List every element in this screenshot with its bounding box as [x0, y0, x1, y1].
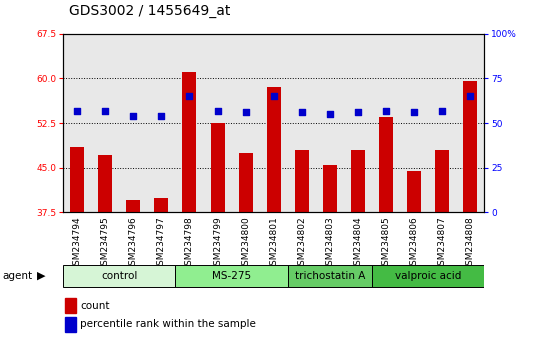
- Bar: [175, 265, 288, 287]
- Point: [438, 108, 447, 113]
- Bar: [288, 265, 372, 287]
- Text: GSM234801: GSM234801: [269, 217, 278, 271]
- Bar: [267, 87, 280, 212]
- Text: valproic acid: valproic acid: [395, 270, 461, 281]
- Bar: [211, 123, 224, 212]
- Bar: [63, 265, 175, 287]
- Bar: [65, 317, 76, 332]
- Bar: [126, 200, 140, 212]
- Bar: [407, 171, 421, 212]
- Text: MS-275: MS-275: [212, 270, 251, 281]
- Bar: [295, 150, 309, 212]
- Bar: [183, 72, 196, 212]
- Text: GSM234803: GSM234803: [325, 217, 334, 271]
- Text: GSM234807: GSM234807: [437, 217, 447, 271]
- Text: GDS3002 / 1455649_at: GDS3002 / 1455649_at: [69, 4, 230, 18]
- Point: [297, 109, 306, 115]
- Text: GSM234800: GSM234800: [241, 217, 250, 271]
- Point: [73, 108, 82, 113]
- Bar: [372, 265, 484, 287]
- Text: GSM234797: GSM234797: [157, 217, 166, 271]
- Point: [129, 113, 138, 119]
- Text: percentile rank within the sample: percentile rank within the sample: [80, 319, 256, 330]
- Point: [353, 109, 362, 115]
- Text: GSM234799: GSM234799: [213, 217, 222, 271]
- Bar: [239, 153, 252, 212]
- Text: GSM234796: GSM234796: [129, 217, 138, 271]
- Bar: [70, 147, 84, 212]
- Point: [241, 109, 250, 115]
- Bar: [98, 155, 112, 212]
- Text: GSM234808: GSM234808: [465, 217, 475, 271]
- Point: [409, 109, 418, 115]
- Text: GSM234806: GSM234806: [409, 217, 419, 271]
- Point: [270, 93, 278, 99]
- Point: [101, 108, 110, 113]
- Text: GSM234804: GSM234804: [353, 217, 362, 271]
- Point: [185, 93, 194, 99]
- Bar: [463, 81, 477, 212]
- Text: GSM234805: GSM234805: [381, 217, 390, 271]
- Point: [326, 111, 334, 117]
- Bar: [323, 165, 337, 212]
- Bar: [351, 150, 365, 212]
- Point: [157, 113, 166, 119]
- Text: GSM234798: GSM234798: [185, 217, 194, 271]
- Text: GSM234795: GSM234795: [101, 217, 110, 271]
- Text: ▶: ▶: [37, 271, 46, 281]
- Text: GSM234802: GSM234802: [297, 217, 306, 271]
- Bar: [435, 150, 449, 212]
- Bar: [65, 298, 76, 313]
- Bar: [379, 117, 393, 212]
- Text: agent: agent: [3, 271, 33, 281]
- Point: [382, 108, 390, 113]
- Point: [465, 93, 474, 99]
- Text: GSM234794: GSM234794: [73, 217, 82, 271]
- Point: [213, 108, 222, 113]
- Text: control: control: [101, 270, 138, 281]
- Text: trichostatin A: trichostatin A: [295, 270, 365, 281]
- Bar: [155, 198, 168, 212]
- Text: count: count: [80, 301, 109, 311]
